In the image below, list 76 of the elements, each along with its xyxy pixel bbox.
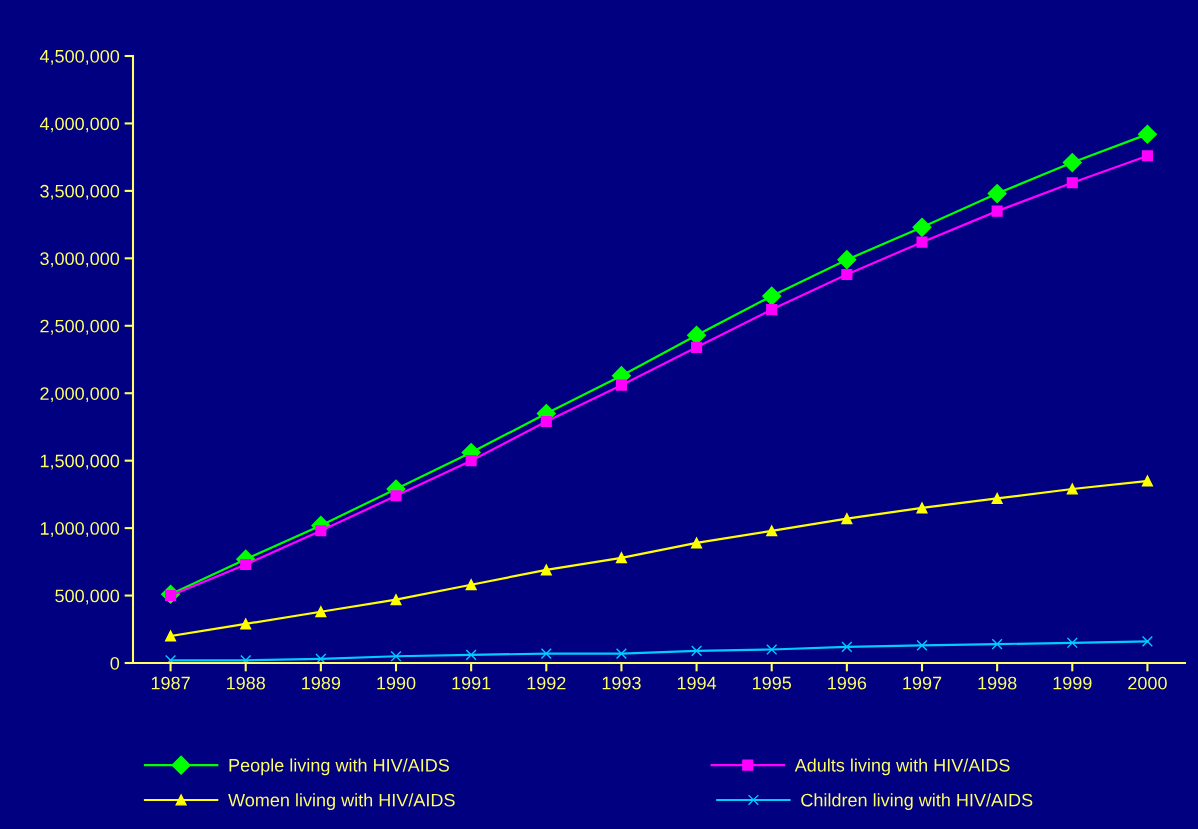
- point: [991, 638, 1003, 650]
- x-tick-label: 1990: [377, 676, 416, 690]
- point: [615, 552, 627, 564]
- point: [540, 415, 552, 428]
- point: [390, 594, 402, 606]
- point: [390, 490, 402, 502]
- legend-label: People living with HIV/AIDS: [229, 758, 449, 776]
- point: [465, 579, 477, 591]
- point: [1141, 635, 1153, 647]
- point: [615, 379, 627, 391]
- point: [165, 654, 177, 663]
- x-tick-label: 1988: [227, 676, 266, 690]
- point: [837, 250, 857, 270]
- point: [766, 304, 778, 316]
- point: [916, 502, 928, 514]
- point: [691, 341, 703, 353]
- point: [315, 606, 327, 618]
- legend-label: Adults living with HIV/AIDS: [794, 758, 1010, 776]
- y-tick-label: 1,000,000: [40, 522, 120, 537]
- point: [1062, 153, 1082, 173]
- point: [615, 648, 627, 660]
- point: [1066, 483, 1078, 495]
- x-tick-label: 1999: [1053, 676, 1092, 690]
- y-tick-label: 500,000: [55, 589, 120, 605]
- point: [465, 455, 477, 467]
- point: [987, 184, 1007, 204]
- point: [841, 513, 853, 525]
- x-tick-label: 1996: [828, 676, 867, 690]
- legend-label: Women living with HIV/AIDS: [228, 793, 455, 811]
- point: [766, 525, 778, 537]
- y-tick-label: 2,000,000: [40, 387, 120, 403]
- x-tick-label: 1993: [602, 676, 641, 690]
- point: [991, 492, 1003, 504]
- x-tick-label: 1994: [677, 676, 717, 690]
- point: [912, 217, 932, 237]
- point: [916, 639, 928, 652]
- x-tick-label: 1995: [753, 676, 792, 690]
- y-tick-label: 0: [110, 656, 120, 670]
- y-tick-label: 3,500,000: [40, 184, 120, 200]
- point: [1141, 475, 1153, 487]
- point: [240, 618, 252, 630]
- point: [991, 205, 1003, 217]
- legend-label: Children living with HIV/AIDS: [801, 793, 1033, 811]
- point: [916, 236, 928, 248]
- x-tick-label: 1998: [978, 676, 1017, 690]
- point: [240, 558, 252, 571]
- x-tick-label: 1989: [302, 676, 341, 690]
- point: [165, 630, 177, 642]
- point: [841, 641, 853, 653]
- x-tick-label: 2000: [1128, 676, 1167, 690]
- point: [1066, 637, 1078, 649]
- point: [540, 648, 552, 660]
- x-tick-label: 1987: [151, 676, 190, 690]
- point: [841, 268, 853, 281]
- y-tick-label: 2,500,000: [40, 319, 120, 335]
- point: [1137, 124, 1157, 144]
- point: [390, 650, 402, 662]
- point: [315, 653, 327, 663]
- point: [691, 645, 703, 657]
- x-tick-label: 1991: [452, 676, 491, 690]
- y-tick-label: 4,000,000: [39, 117, 120, 133]
- y-tick-label: 1,500,000: [40, 454, 120, 470]
- point: [691, 537, 703, 549]
- x-tick-label: 1997: [903, 676, 942, 690]
- point: [540, 564, 552, 576]
- y-tick-label: 3,000,000: [40, 252, 120, 268]
- x-tick-label: 1992: [527, 676, 566, 690]
- point: [1066, 177, 1078, 189]
- point: [1141, 150, 1153, 162]
- point: [465, 649, 477, 661]
- point: [762, 286, 782, 306]
- point: [766, 643, 778, 656]
- point: [315, 525, 327, 537]
- point: [687, 325, 707, 345]
- y-tick-label: 4,500,000: [39, 49, 120, 65]
- point: [240, 654, 252, 663]
